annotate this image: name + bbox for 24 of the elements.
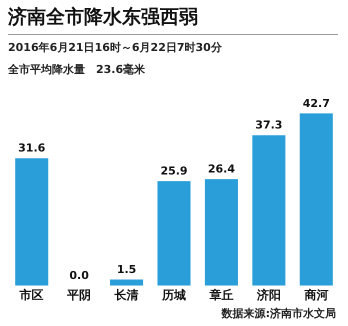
x-tick-label: 长清	[114, 288, 139, 302]
x-tick-label: 历城	[161, 288, 186, 302]
bar	[110, 280, 144, 286]
bar	[300, 113, 333, 286]
data-label: 31.6	[18, 142, 46, 155]
x-tick-label: 章丘	[208, 288, 234, 302]
text: 全市平均降水量 23.6毫米	[8, 62, 146, 77]
data-label: 25.9	[160, 164, 188, 178]
bar	[157, 181, 191, 286]
x-tick-label: 市区	[18, 288, 44, 302]
data-label: 26.4	[208, 162, 236, 176]
data-label: 42.7	[302, 96, 330, 110]
bar	[252, 135, 286, 286]
bar	[15, 158, 48, 286]
data-label: 0.0	[69, 268, 90, 282]
x-tick-label: 商河	[303, 288, 328, 302]
chart-title: 济南全市降水东强西弱	[8, 4, 338, 35]
data-label: 37.3	[255, 118, 282, 132]
source-note: 数据来源:济南市水文局	[222, 306, 336, 321]
chart-subtitle: 2016年6月21日16时～6月22日7时30分	[8, 40, 222, 55]
data-label: 1.5	[116, 262, 136, 276]
bar	[204, 179, 238, 286]
x-tick-label: 平阴	[66, 288, 92, 302]
x-tick-label: 济阳	[256, 288, 281, 302]
